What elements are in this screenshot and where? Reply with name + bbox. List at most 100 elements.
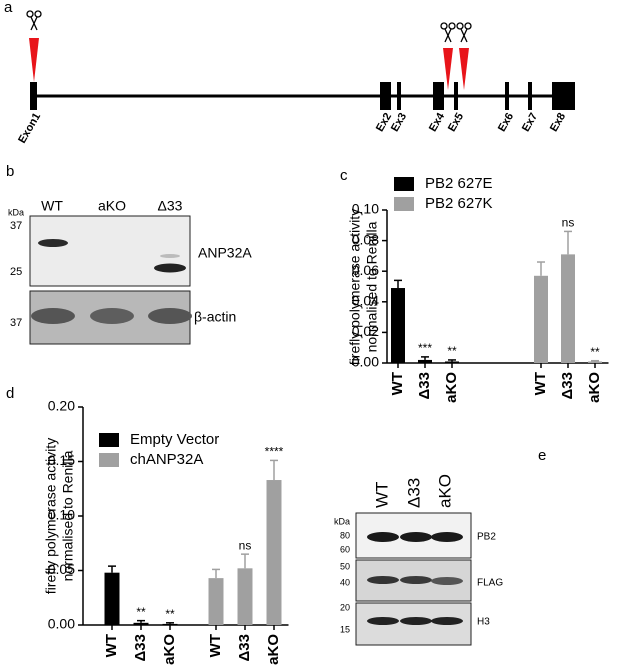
exon-label: Ex8 bbox=[548, 111, 568, 134]
blot bbox=[29, 215, 191, 287]
exon-box bbox=[454, 82, 458, 110]
band bbox=[154, 263, 186, 273]
panel-label: a bbox=[4, 0, 13, 16]
bar bbox=[588, 361, 602, 363]
band bbox=[31, 308, 75, 324]
y-tick-label: 0.04 bbox=[352, 293, 379, 309]
bar bbox=[237, 568, 253, 625]
legend-swatch bbox=[394, 197, 414, 211]
bar bbox=[391, 288, 405, 363]
marker-label: 15 bbox=[340, 624, 350, 634]
exon-box bbox=[552, 82, 575, 110]
exon-label: Exon1 bbox=[16, 111, 43, 146]
lane-label: WT bbox=[41, 198, 63, 214]
lane-label: aKO bbox=[98, 198, 126, 214]
lane-label: WT bbox=[372, 482, 391, 508]
exon-box bbox=[380, 82, 391, 110]
exon-box bbox=[30, 82, 37, 110]
exon-label: Ex7 bbox=[520, 111, 540, 134]
y-tick-label: 0.10 bbox=[48, 507, 75, 523]
band bbox=[431, 577, 463, 585]
significance: **** bbox=[265, 445, 284, 459]
x-tick-label: Δ33 bbox=[236, 634, 253, 661]
band bbox=[400, 532, 432, 542]
panel-label: d bbox=[6, 385, 14, 402]
y-tick-label: 0.15 bbox=[48, 452, 75, 468]
exon-box bbox=[397, 82, 401, 110]
band bbox=[367, 576, 399, 584]
panel-label: c bbox=[340, 167, 348, 184]
protein-label: PB2 bbox=[477, 532, 496, 543]
legend-swatch bbox=[394, 177, 414, 191]
significance: ** bbox=[447, 344, 457, 358]
protein-label: ANP32A bbox=[198, 245, 252, 261]
exon-box bbox=[433, 82, 444, 110]
band bbox=[431, 532, 463, 542]
band bbox=[160, 254, 180, 258]
x-tick-label: aKO bbox=[161, 634, 178, 665]
legend-label: chANP32A bbox=[130, 451, 203, 468]
western-blot-e: e WT Δ33 aKO kDa 80 60 50 40 20 15 PB2 F… bbox=[334, 447, 546, 646]
y-tick-label: 0.10 bbox=[352, 201, 379, 217]
legend-label: PB2 627E bbox=[425, 175, 493, 192]
band bbox=[38, 239, 68, 247]
marker-label: 60 bbox=[340, 544, 350, 554]
band bbox=[367, 532, 399, 542]
x-tick-label: WT bbox=[207, 634, 224, 657]
scissors-icons bbox=[26, 10, 472, 43]
exon-box bbox=[528, 82, 532, 110]
panel-label: b bbox=[6, 163, 14, 180]
band bbox=[431, 617, 463, 625]
bar bbox=[534, 275, 548, 363]
y-axis-label: normalised to Renilla bbox=[60, 450, 76, 581]
band bbox=[90, 308, 134, 324]
significance: ** bbox=[165, 607, 175, 621]
marker-label: 37 bbox=[10, 317, 22, 329]
lane-label: Δ33 bbox=[158, 198, 183, 214]
bar bbox=[418, 359, 432, 363]
x-tick-label: Δ33 bbox=[416, 372, 433, 399]
kda-label: kDa bbox=[8, 207, 24, 217]
y-tick-label: 0.05 bbox=[48, 561, 75, 577]
lane-label: aKO bbox=[435, 474, 454, 508]
exon-label: Ex3 bbox=[389, 111, 409, 134]
significance: ** bbox=[136, 605, 146, 619]
cut-site bbox=[29, 38, 39, 82]
marker-label: 25 bbox=[10, 266, 22, 278]
legend-label: PB2 627K bbox=[425, 195, 493, 212]
x-tick-label: WT bbox=[103, 634, 120, 657]
x-tick-label: WT bbox=[389, 372, 406, 395]
x-tick-label: aKO bbox=[265, 634, 282, 665]
y-tick-label: 0.02 bbox=[352, 323, 379, 339]
significance: *** bbox=[418, 341, 432, 355]
y-tick-label: 0.08 bbox=[352, 231, 379, 247]
marker-label: 37 bbox=[10, 220, 22, 232]
band bbox=[148, 308, 192, 324]
cut-site bbox=[443, 48, 453, 90]
lane-label: Δ33 bbox=[404, 478, 423, 508]
band bbox=[400, 617, 432, 625]
band bbox=[367, 617, 399, 625]
y-tick-label: 0.00 bbox=[48, 616, 75, 632]
protein-label: β-actin bbox=[194, 309, 236, 325]
x-tick-label: aKO bbox=[586, 372, 603, 403]
bar bbox=[162, 623, 178, 625]
legend-swatch bbox=[99, 453, 119, 467]
significance: ** bbox=[590, 345, 600, 359]
x-tick-label: Δ33 bbox=[132, 634, 149, 661]
bar bbox=[561, 254, 575, 363]
bar bbox=[208, 578, 224, 625]
cut-site bbox=[459, 48, 469, 90]
marker-label: 40 bbox=[340, 577, 350, 587]
protein-label: FLAG bbox=[477, 578, 503, 589]
band bbox=[400, 576, 432, 584]
legend-swatch bbox=[99, 433, 119, 447]
kda-label: kDa bbox=[334, 516, 350, 526]
x-tick-label: aKO bbox=[443, 372, 460, 403]
bar bbox=[104, 572, 120, 625]
y-tick-label: 0.06 bbox=[352, 262, 379, 278]
exon-label: Ex5 bbox=[446, 111, 466, 134]
significance: ns bbox=[562, 216, 575, 230]
exon-box bbox=[505, 82, 509, 110]
